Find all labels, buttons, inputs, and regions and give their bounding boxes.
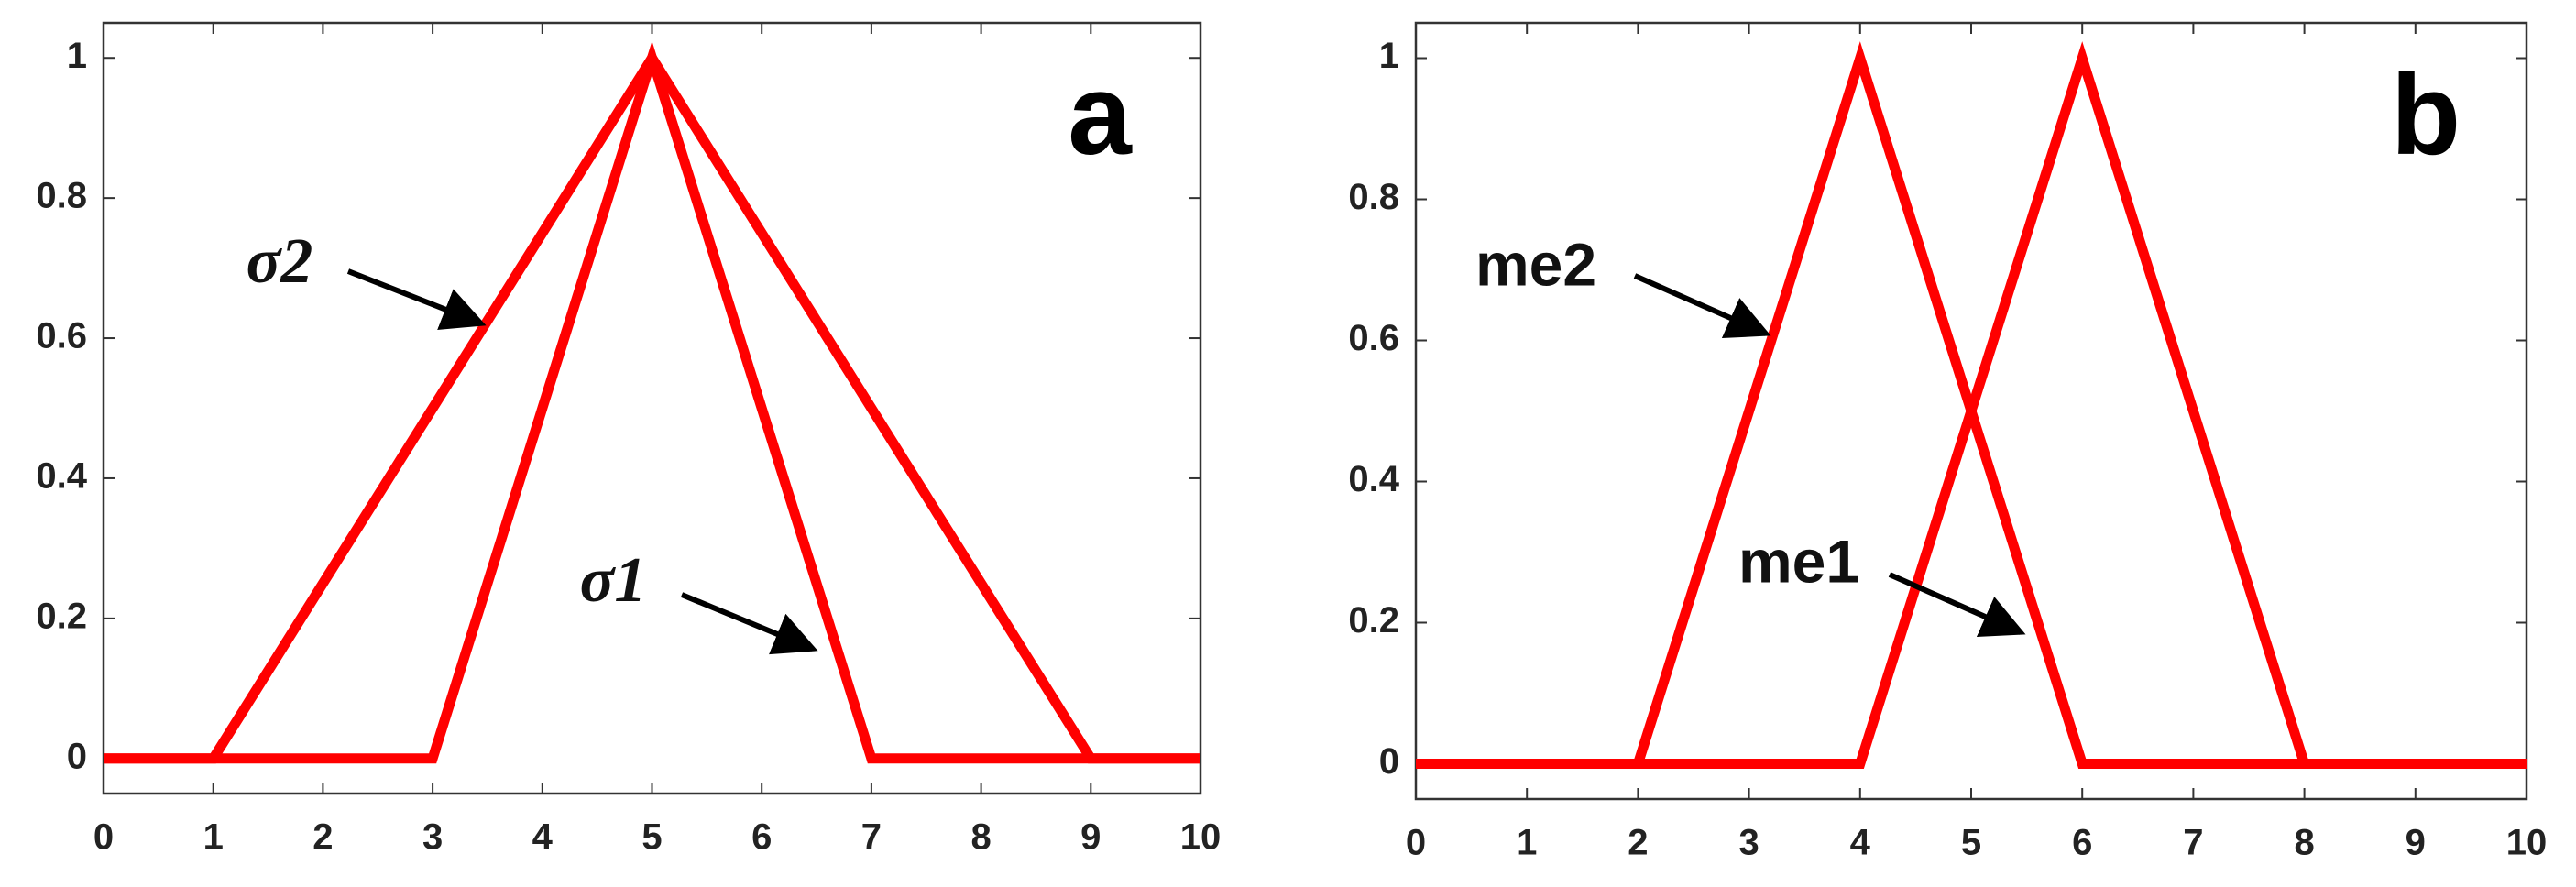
arrow (346, 268, 487, 330)
y-tick-label: 0.8 (36, 176, 87, 216)
x-tick-label: 10 (1180, 817, 1222, 858)
plot-frame (102, 21, 1202, 795)
arrow (1888, 572, 2026, 638)
x-tick-label: 9 (1080, 817, 1101, 858)
series-label: σ1 (580, 545, 647, 616)
y-tick-label: 1 (1379, 36, 1399, 76)
x-tick-label: 6 (751, 817, 772, 858)
arrow (680, 592, 818, 655)
y-tick-label: 0.8 (1348, 177, 1399, 217)
x-tick-label: 8 (970, 817, 991, 858)
y-tick-label: 0.6 (36, 316, 87, 356)
y-tick-label: 0.4 (1348, 459, 1399, 499)
series-line (1416, 41, 2527, 769)
y-tick-label: 0.6 (1348, 318, 1399, 358)
x-tick-label: 5 (641, 817, 662, 858)
y-tick-label: 0.4 (36, 456, 87, 497)
x-tick-label: 7 (2183, 823, 2203, 863)
arrow (1633, 273, 1771, 339)
x-tick-label: 10 (2506, 823, 2548, 863)
series-label: σ2 (247, 226, 313, 297)
x-tick-label: 4 (532, 817, 554, 858)
series-line (104, 48, 1200, 764)
x-tick-label: 5 (1961, 823, 1981, 863)
y-tick-label: 0 (1379, 741, 1399, 782)
x-tick-label: 0 (93, 817, 114, 858)
y-tick-label: 1 (67, 36, 87, 76)
series-label: me2 (1475, 230, 1596, 298)
y-tick-label: 0.2 (1348, 600, 1399, 641)
y-tick-label: 0 (67, 736, 87, 776)
x-tick-label: 3 (422, 817, 443, 858)
series-label: me1 (1738, 527, 1859, 595)
x-tick-label: 2 (1628, 823, 1648, 863)
panel-label: b (2391, 51, 2461, 179)
plot-frame (1414, 21, 2528, 801)
x-tick-label: 3 (1738, 823, 1759, 863)
x-tick-label: 7 (861, 817, 882, 858)
x-tick-label: 9 (2406, 823, 2426, 863)
x-tick-label: 1 (203, 817, 224, 858)
x-tick-label: 6 (2072, 823, 2092, 863)
x-tick-label: 4 (1850, 823, 1871, 863)
panel-label: a (1068, 51, 1133, 179)
x-tick-label: 1 (1517, 823, 1537, 863)
x-tick-label: 8 (2294, 823, 2314, 863)
series-line (104, 40, 1200, 764)
x-tick-label: 2 (312, 817, 333, 858)
x-tick-label: 0 (1406, 823, 1426, 863)
y-tick-label: 0.2 (36, 596, 87, 636)
